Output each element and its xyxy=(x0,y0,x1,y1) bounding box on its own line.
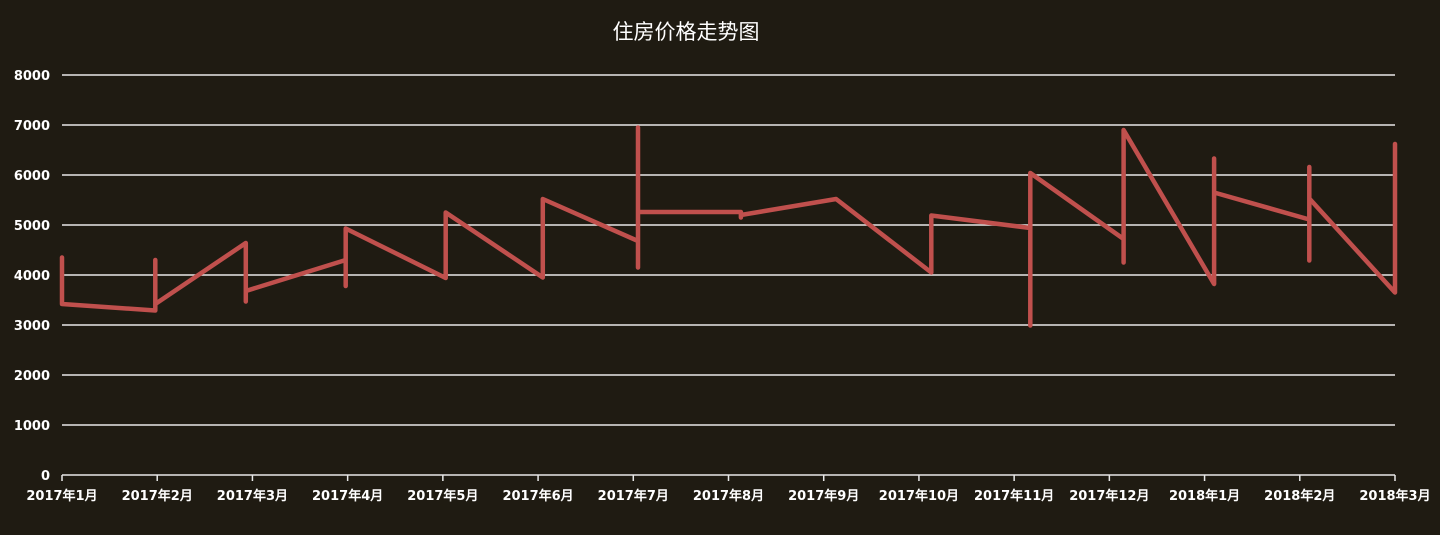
y-tick-label: 2000 xyxy=(14,369,50,384)
y-tick-label: 3000 xyxy=(14,319,50,334)
x-tick-label: 2017年9月 xyxy=(788,488,859,504)
x-tick-label: 2018年1月 xyxy=(1169,488,1240,504)
x-tick-label: 2017年4月 xyxy=(312,488,383,504)
y-tick-label: 6000 xyxy=(14,169,50,184)
series-layer xyxy=(59,125,1398,328)
series-line xyxy=(59,125,1398,328)
x-tick-label: 2018年3月 xyxy=(1359,488,1430,504)
x-tick-label: 2017年2月 xyxy=(122,488,193,504)
y-tick-label: 1000 xyxy=(14,419,50,434)
grid-lines xyxy=(62,74,1395,426)
x-tick-label: 2017年6月 xyxy=(502,488,573,504)
x-tick-label: 2018年2月 xyxy=(1264,488,1335,504)
x-tick-label: 2017年5月 xyxy=(407,488,478,504)
y-tick-label: 7000 xyxy=(14,119,50,134)
x-tick-label: 2017年3月 xyxy=(217,488,288,504)
x-tick-label: 2017年7月 xyxy=(598,488,669,504)
y-tick-label: 0 xyxy=(41,469,50,484)
y-axis-ticks: 0 1000 2000 3000 4000 5000 6000 7000 8000 xyxy=(14,69,50,484)
y-tick-label: 4000 xyxy=(14,269,50,284)
x-axis-ticks: 2017年1月 2017年2月 2017年3月 2017年4月 2017年5月 2017年… xyxy=(26,475,1431,504)
x-tick-label: 2017年12月 xyxy=(1069,488,1149,504)
x-tick-label: 2017年10月 xyxy=(879,488,959,504)
y-tick-label: 5000 xyxy=(14,219,50,234)
chart-title: 住房价格走势图 xyxy=(613,20,760,44)
x-tick-label: 2017年8月 xyxy=(693,488,764,504)
y-tick-label: 8000 xyxy=(14,69,50,84)
x-tick-label: 2017年1月 xyxy=(26,488,97,504)
x-tick-label: 2017年11月 xyxy=(974,488,1054,504)
